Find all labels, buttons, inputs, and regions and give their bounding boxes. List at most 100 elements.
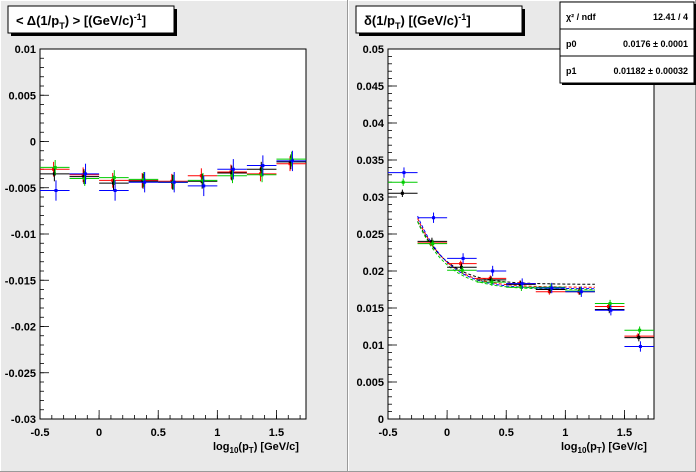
chart-title: < Δ(1/pT) > [(GeV/c)-1] [16, 12, 146, 31]
title-subscript: T [59, 21, 65, 31]
marker [520, 282, 524, 286]
fit-curve-series-1 [417, 221, 595, 285]
x-tick-label: 1 [214, 427, 220, 439]
title-part: ) [(GeV/c) [401, 13, 459, 28]
marker [111, 181, 115, 185]
data-point [535, 282, 566, 294]
series-3 [388, 167, 654, 352]
y-tick-label: 0.035 [356, 155, 384, 167]
stats-label: χ² / ndf [566, 12, 597, 22]
marker [432, 216, 436, 220]
y-tick-label: 0 [30, 137, 36, 149]
marker [548, 288, 552, 291]
x-tick-label: 1.5 [617, 427, 632, 439]
data-point [246, 167, 277, 183]
x-tick-label: 0 [444, 427, 450, 439]
plot-area [387, 48, 655, 420]
data-point [476, 278, 507, 286]
x-tick-label: 0.5 [499, 427, 514, 439]
x-axis: -0.5 0 0.5 1 1.5 [31, 410, 301, 439]
marker [231, 167, 235, 171]
data-point [217, 168, 247, 184]
x-axis-label: log10(pT) [GeV/c] [561, 441, 647, 455]
marker [288, 162, 292, 166]
plot-area [39, 48, 307, 420]
fit-curve-series-3 [417, 215, 595, 290]
data-point [624, 341, 654, 352]
chart-title-box: < Δ(1/pT) > [(GeV/c)-1] [7, 5, 177, 36]
stats-label: p1 [566, 66, 577, 76]
marker [142, 177, 146, 181]
marker [459, 265, 463, 269]
marker [489, 278, 493, 282]
y-tick-label: 0.005 [356, 377, 384, 389]
marker [113, 189, 117, 193]
marker [199, 174, 203, 178]
title-background [355, 5, 523, 34]
marker [111, 178, 115, 182]
title-part: ) > [(GeV/c) [65, 13, 134, 28]
x-tick-label: 0 [96, 427, 102, 439]
marker [81, 173, 85, 177]
series-3 [40, 150, 306, 201]
stats-label: p0 [566, 39, 577, 49]
data-point [99, 180, 129, 201]
y-tick-label: -0.015 [5, 275, 36, 287]
marker [460, 268, 464, 272]
x-tick-label: 1 [562, 427, 568, 439]
marker [547, 290, 551, 294]
marker [401, 180, 405, 184]
x-label-subscript: T [249, 446, 254, 455]
marker [609, 308, 613, 312]
marker [290, 157, 294, 161]
marker [431, 242, 435, 246]
marker [606, 305, 610, 309]
marker [82, 175, 86, 179]
data-point [276, 151, 306, 167]
marker [459, 262, 463, 266]
stats-background [559, 1, 695, 84]
data-point [40, 180, 70, 201]
y-tick-label: 0 [378, 414, 384, 426]
x-label-part: ) [GeV/c] [602, 441, 648, 453]
marker [461, 256, 465, 260]
data-point [388, 178, 418, 186]
data-point [447, 253, 477, 264]
x-tick-label: 0.5 [151, 427, 166, 439]
left-chart-svg: < Δ(1/pT) > [(GeV/c)-1] -0.5 0 0.5 1 1.5 -0.03… [0, 0, 348, 472]
marker [290, 159, 294, 163]
y-tick-label: 0.045 [356, 81, 384, 93]
data-point [158, 172, 188, 193]
data-point [276, 150, 306, 172]
data-point [69, 163, 100, 185]
x-tick-label: 1.5 [269, 427, 284, 439]
marker [231, 174, 235, 178]
marker [638, 328, 642, 332]
data-point [128, 172, 159, 187]
chart-title-box: δ(1/pT) [(GeV/c)-1] [355, 5, 525, 36]
marker [260, 173, 264, 177]
data-point [417, 212, 448, 223]
data-point [217, 159, 247, 180]
fit-stats-box: χ² / ndf 12.41 / 4 p0 0.0176 ± 0.0001 p1 0.01… [559, 1, 696, 85]
y-tick-label: 0.05 [363, 44, 384, 56]
y-tick-label: 0.01 [363, 340, 384, 352]
title-subscript: T [395, 21, 401, 31]
marker [550, 286, 554, 290]
marker [289, 160, 293, 164]
data-point [128, 172, 159, 193]
y-tick-label: 0.01 [15, 44, 36, 56]
left-chart-pad: < Δ(1/pT) > [(GeV/c)-1] -0.5 0 0.5 1 1.5 -0.03… [0, 0, 348, 472]
title-background [7, 5, 175, 34]
marker [172, 180, 176, 184]
x-tick-label: -0.5 [379, 427, 398, 439]
x-tick-label: -0.5 [31, 427, 50, 439]
data-point [40, 160, 70, 175]
marker [491, 269, 495, 273]
y-axis: -0.03 -0.025 -0.02 -0.015 -0.01 -0.005 0 0.005 0… [5, 44, 49, 426]
marker [490, 280, 494, 284]
marker [579, 290, 583, 294]
data-points [388, 167, 654, 352]
x-label-part: log [561, 441, 578, 453]
